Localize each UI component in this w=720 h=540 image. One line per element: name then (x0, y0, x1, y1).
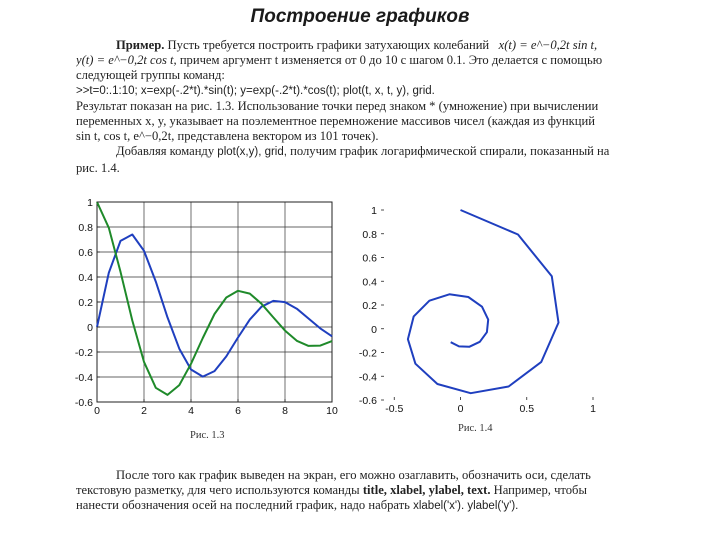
x-tick-label: 10 (326, 405, 338, 417)
y-tick-label: -0.6 (75, 397, 93, 409)
paragraph-intro: Пример. Пусть требуется построить график… (76, 38, 650, 176)
commands-list: title, xlabel, ylabel, text. (362, 483, 491, 498)
text-line: sin t, cos t, e^−0,2t, представлена вект… (76, 129, 379, 144)
text-line: рис. 1.4. (76, 160, 120, 175)
y-tick-label: 0.2 (362, 300, 377, 312)
page-title: Построение графиков (250, 6, 470, 27)
x-tick-label: 2 (141, 405, 147, 417)
y-tick-label: 1 (371, 205, 377, 217)
text-span: текстовую разметку, для чего используютс… (76, 483, 360, 498)
formula-y: y(t) = e^−0,2t cos t, (76, 53, 177, 68)
x-tick-label: 0 (94, 405, 100, 417)
text-span: Добавляя команду (116, 144, 215, 159)
text-span: причем аргумент t изменяется от 0 до 10 … (179, 53, 603, 68)
code-span: plot(x,y), grid, (217, 146, 287, 159)
text-line: y(t) = e^−0,2t cos t, причем аргумент t … (76, 53, 650, 68)
text-line: Пример. Пусть требуется построить график… (76, 38, 650, 53)
text-line: переменных x, y, указывает на поэлементн… (76, 114, 596, 129)
y-tick-label: 1 (87, 197, 93, 209)
y-tick-label: 0.8 (362, 229, 377, 241)
text-line: Добавляя команду plot(x,y), grid, получи… (76, 144, 650, 160)
text-line: После того как график выведен на экран, … (116, 468, 591, 482)
code-line: >>t=0:.1:10; x=exp(-.2*t).*sin(t); y=exp… (76, 84, 435, 97)
y-tick-label: 0.4 (78, 272, 93, 284)
damped-oscillation-chart: 0 2 4 6 8 10 -0.6 -0.4 -0.2 0 0.2 0.4 0.6 0.8 1 (75, 197, 338, 417)
x-tick-label: 0 (458, 403, 464, 415)
text-span: получим график логарифмической спирали, … (290, 144, 610, 159)
text-span: Например, чтобы (493, 483, 587, 498)
example-label: Пример. (116, 38, 165, 52)
spiral-chart: -0.5 0 0.5 1 -0.6 -0.4 -0.2 0 0.2 0.4 0.6 0.8 1 (359, 205, 596, 415)
x-tick-label: 4 (188, 405, 194, 417)
y-tick-label: -0.4 (359, 371, 377, 383)
text-span: нанести обозначения осей на последний гр… (76, 498, 410, 513)
x-tick-label: 8 (282, 405, 288, 417)
text-line: следующей группы команд: (76, 68, 225, 83)
figure-1-3-caption: Рис. 1.3 (190, 430, 225, 441)
y-tick-label: 0 (87, 322, 93, 334)
x-tick-label: 6 (235, 405, 241, 417)
figure-1-4-caption: Рис. 1.4 (458, 423, 493, 434)
series-line-0 (406, 209, 560, 395)
y-tick-label: 0.4 (362, 276, 377, 288)
x-tick-label: 1 (590, 403, 596, 415)
paragraph-labels: После того как график выведен на экран, … (76, 468, 650, 515)
y-tick-label: 0.6 (362, 253, 377, 265)
y-tick-label: 0 (371, 324, 377, 336)
series-line-1 (96, 201, 333, 396)
y-tick-label: 0.6 (78, 247, 93, 259)
figure-1-3: 0 2 4 6 8 10 -0.6 -0.4 -0.2 0 0.2 0.4 0.6 0.8 1 (70, 192, 340, 425)
x-tick-label: -0.5 (385, 403, 403, 415)
figure-1-4: -0.5 0 0.5 1 -0.6 -0.4 -0.2 0 0.2 0.4 0.6 0.8 1 (355, 200, 600, 425)
y-tick-label: -0.2 (75, 347, 93, 359)
y-tick-label: -0.4 (75, 372, 93, 384)
text-line: текстовую разметку, для чего используютс… (76, 483, 650, 498)
formula-x: x(t) = e^−0,2t sin t, (498, 38, 598, 52)
text-line: нанести обозначения осей на последний гр… (76, 498, 650, 514)
x-tick-label: 0.5 (519, 403, 534, 415)
y-tick-label: 0.2 (78, 297, 93, 309)
text-span: Пусть требуется построить графики затуха… (167, 38, 490, 52)
series-line-0 (96, 233, 333, 378)
code-span: xlabel('x'). ylabel('y'). (413, 500, 519, 513)
y-tick-label: 0.8 (78, 222, 93, 234)
y-tick-label: -0.2 (359, 348, 377, 360)
y-tick-label: -0.6 (359, 395, 377, 407)
text-line: Результат показан на рис. 1.3. Использов… (76, 98, 599, 113)
